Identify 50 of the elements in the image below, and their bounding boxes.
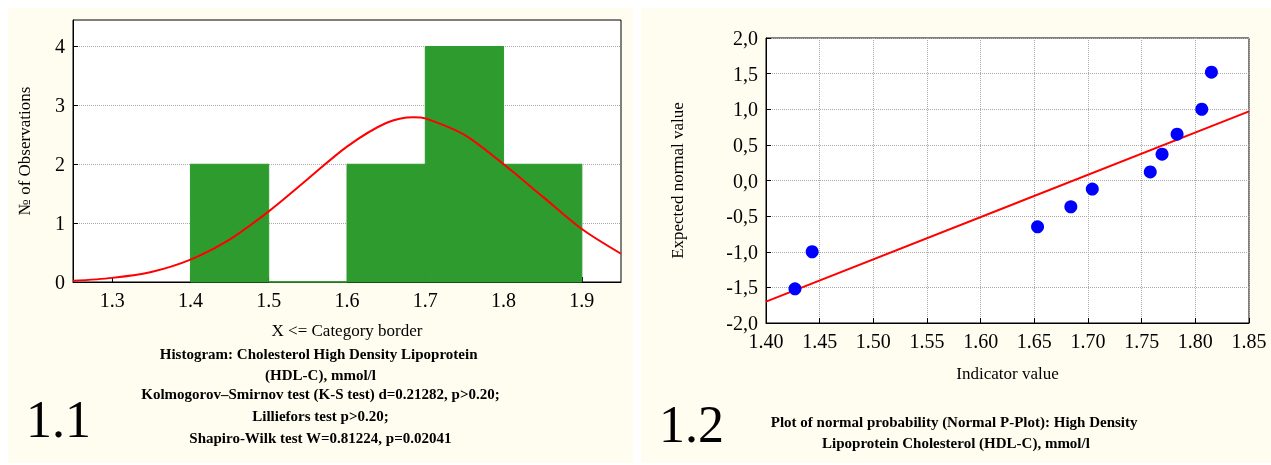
x-tick-label: 1.7 (412, 289, 438, 311)
x-tick-label: 1.75 (1124, 330, 1160, 352)
y-tick-label: 2 (55, 153, 65, 176)
point (805, 245, 819, 259)
text: Shapiro-Wilk test W=0.81224, p=0.02041 (189, 429, 452, 446)
y-tick-label: -1,5 (726, 276, 758, 299)
point (788, 282, 802, 296)
text: Lilliefors test p>0.20; (252, 407, 389, 424)
point (1155, 147, 1169, 161)
x-tick-label: 1.85 (1231, 330, 1267, 352)
text: Histogram: Cholesterol High Density Lipoprotein (HDL-C), mmol/l (159, 345, 482, 384)
y-tick-label: 0 (55, 271, 65, 293)
x-tick-label: 1.50 (855, 330, 891, 352)
text: Kolmogorov–Smirnov test (K-S test) d=0.21282, p>0.20; (141, 385, 500, 403)
y-tick-label: 4 (55, 35, 65, 58)
text: Plot of normal probability (Normal P-Plot): High Density Lipoprotein Cholesterol (HDL-C), mmol/l (770, 413, 1142, 452)
y-tick-label: 3 (55, 94, 65, 117)
point (1064, 200, 1078, 214)
x-tick-label: 1.60 (963, 330, 999, 352)
x-tick-label: 1.9 (569, 289, 595, 311)
y-tick-label: -1,0 (726, 240, 758, 263)
x-tick-label: 1.65 (1016, 330, 1052, 352)
x-tick-label: 1.3 (99, 289, 125, 311)
x-tick-label: 1.80 (1177, 330, 1213, 352)
point (1204, 65, 1218, 79)
y-tick-label: 0,5 (733, 133, 758, 156)
point (1195, 102, 1209, 116)
x-axis-title: Indicator value (956, 364, 1059, 383)
text: 1.1 (26, 390, 91, 448)
point (1170, 127, 1184, 141)
y-tick-label: 1,5 (733, 62, 758, 85)
y-tick-label: -0,5 (726, 205, 758, 228)
y-tick-label: 0,0 (733, 169, 758, 192)
point (1143, 165, 1157, 179)
x-tick-label: 1.55 (909, 330, 945, 352)
y-tick-label: 1 (55, 212, 65, 235)
x-axis-title: X <= Category border (271, 321, 423, 340)
y-axis-title: № of Observations (15, 86, 34, 216)
y-tick-label: 2,0 (733, 27, 758, 49)
point (1085, 182, 1099, 196)
y-axis-title: Expected normal value (668, 102, 687, 259)
x-tick-label: 1.45 (802, 330, 838, 352)
x-tick-label: 1.6 (334, 289, 360, 311)
x-tick-label: 1.70 (1070, 330, 1106, 352)
point (1031, 220, 1045, 234)
text: 1.2 (659, 395, 724, 453)
y-tick-label: 1,0 (733, 98, 758, 121)
x-tick-label: 1.5 (256, 289, 282, 311)
x-tick-label: 1.4 (177, 289, 203, 311)
x-tick-label: 1.8 (491, 289, 517, 311)
